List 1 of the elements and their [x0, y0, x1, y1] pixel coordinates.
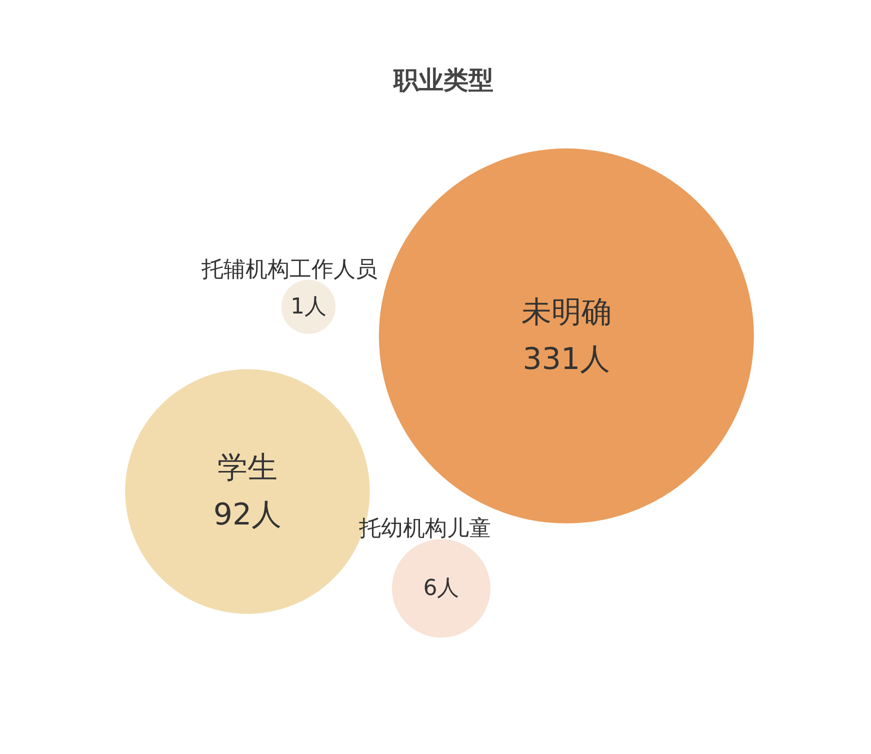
- title: 职业类型: [394, 66, 494, 94]
